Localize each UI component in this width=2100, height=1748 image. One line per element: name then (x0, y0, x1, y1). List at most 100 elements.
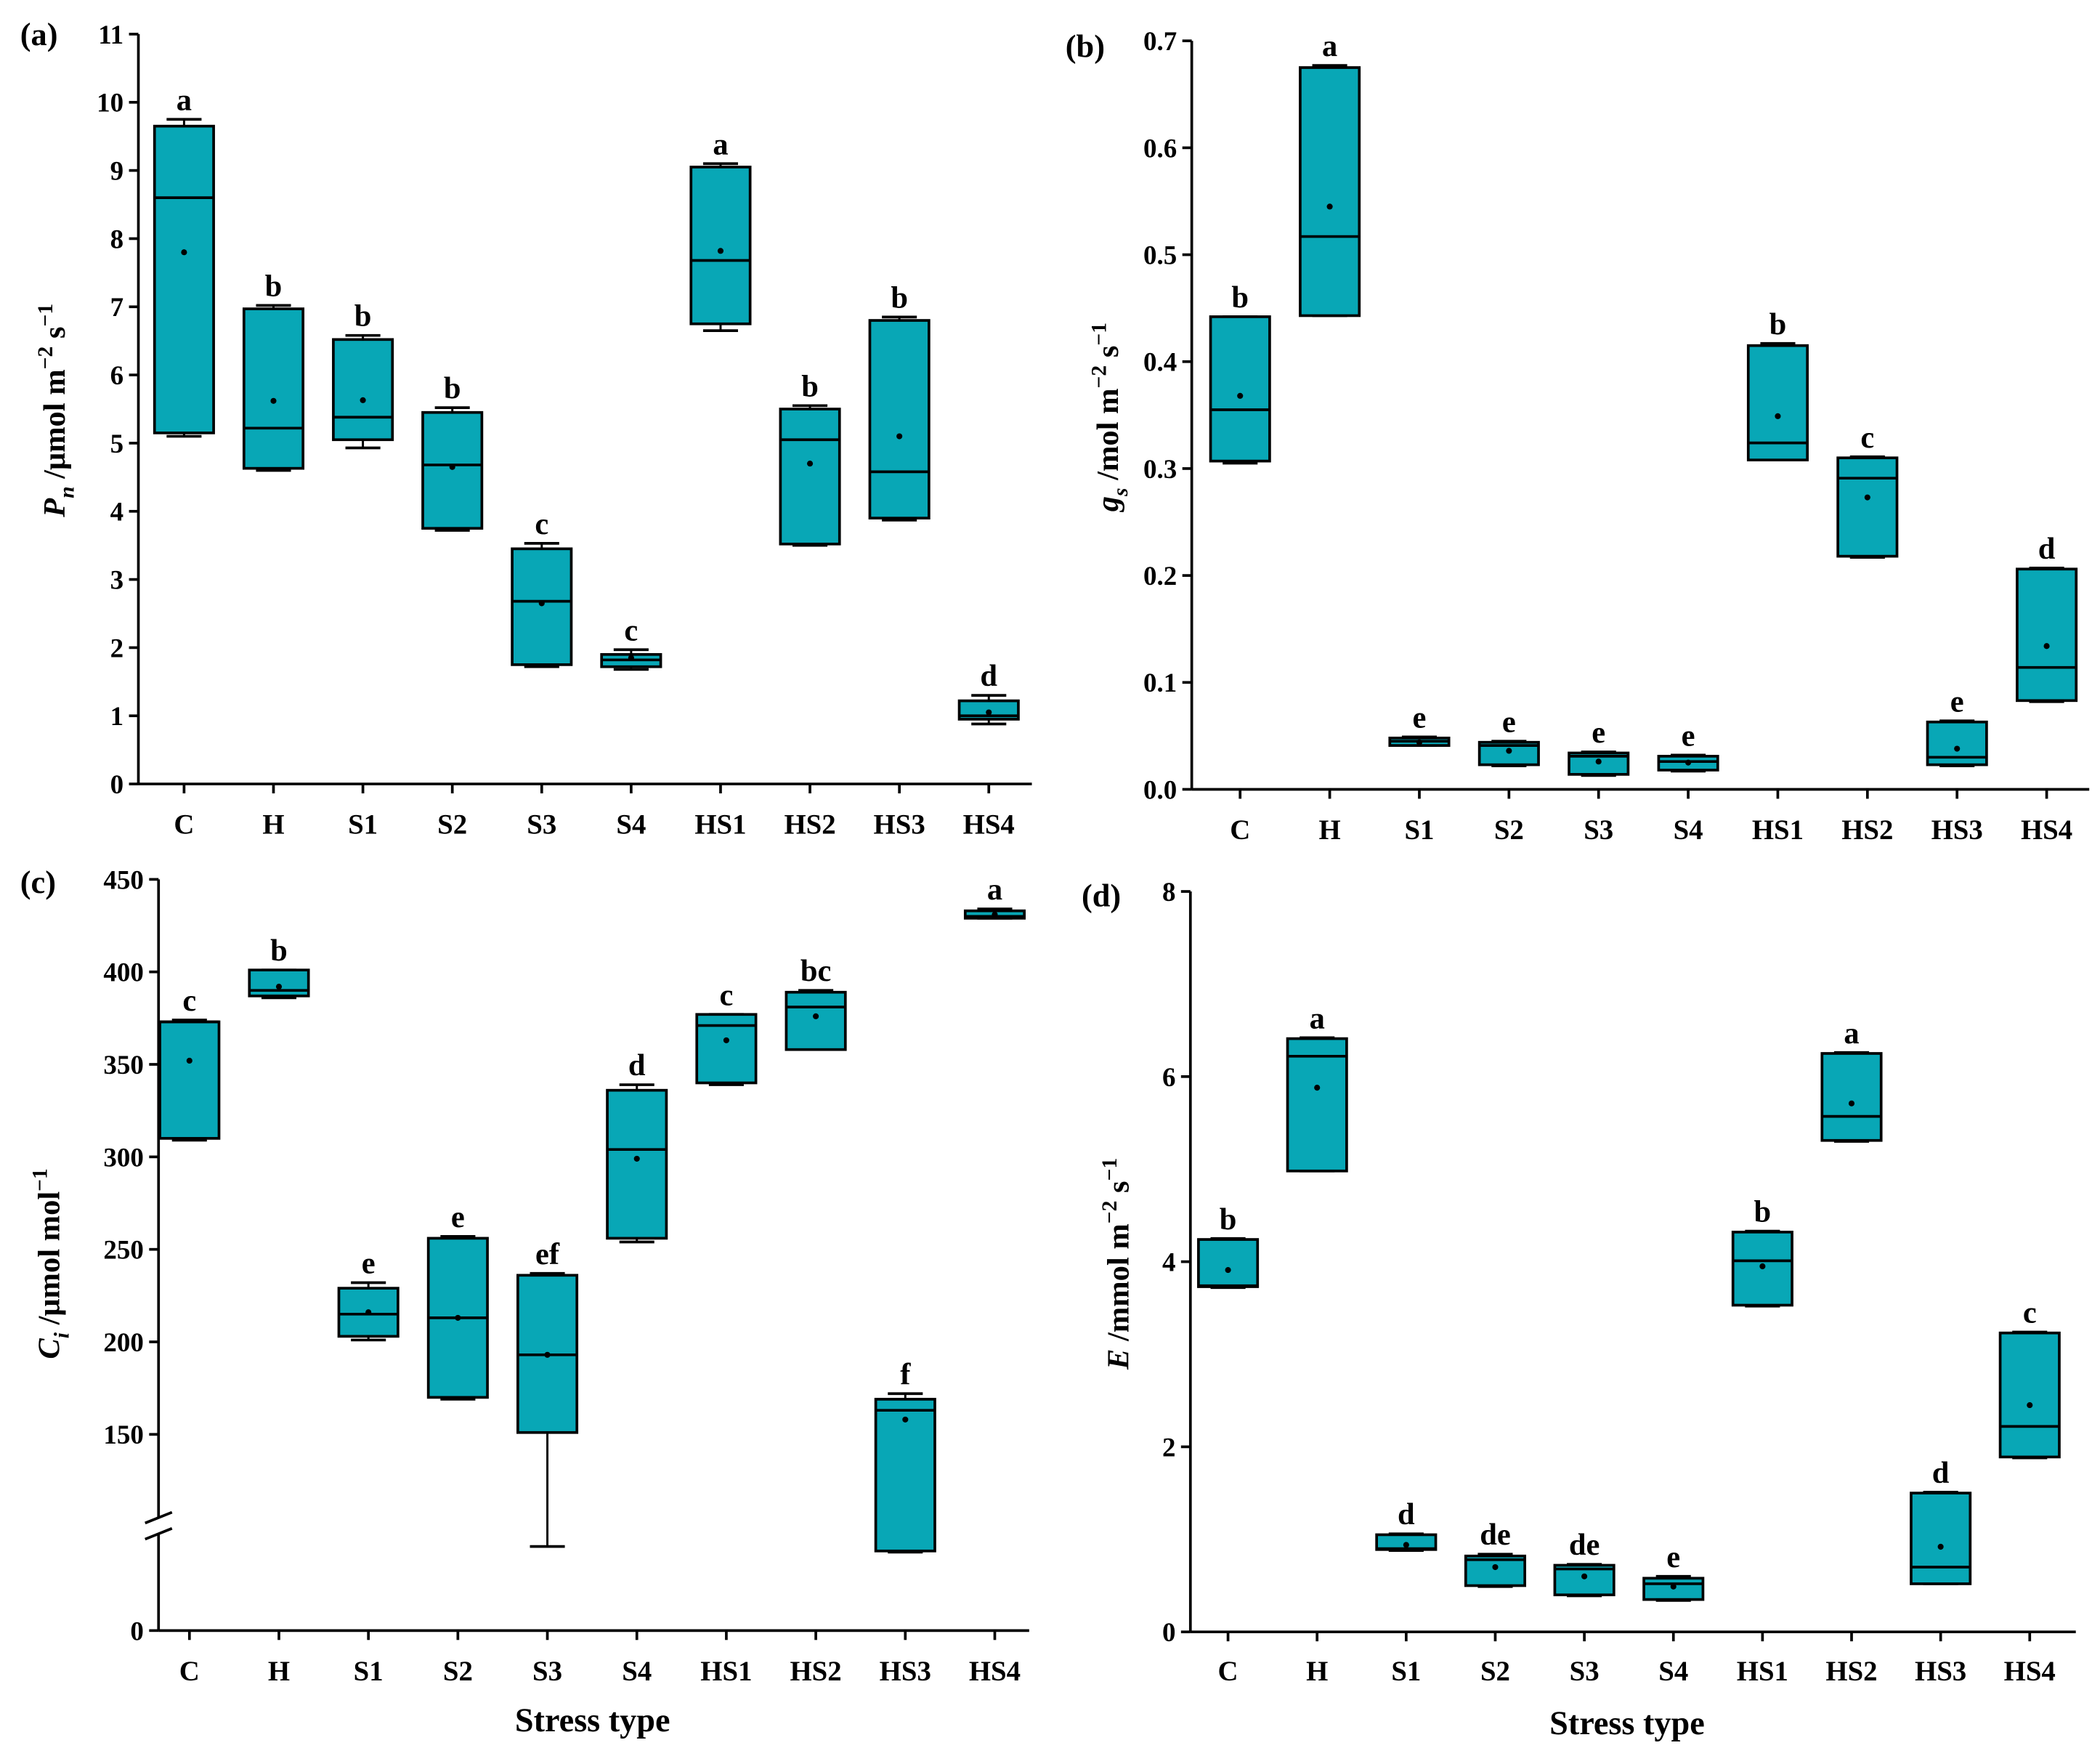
x-tick-label: S2 (1494, 814, 1524, 846)
y-tick-label: 200 (103, 1328, 143, 1358)
mean-point (1225, 1267, 1231, 1274)
x-tick-label: S4 (616, 809, 646, 841)
significance-letter: de (1569, 1528, 1600, 1562)
iqr-box (1197, 1238, 1260, 1288)
y-tick-label: 3 (110, 566, 124, 596)
y-tick-label: 350 (103, 1051, 143, 1080)
x-tick-label: HS2 (1825, 1656, 1877, 1687)
x-tick-label: HS3 (880, 1656, 931, 1687)
mean-point (365, 1309, 372, 1316)
significance-letter: e (1413, 700, 1427, 735)
box-S1: e (1388, 700, 1451, 747)
significance-letter: b (1769, 307, 1787, 341)
y-axis-title-part: P (38, 498, 72, 518)
y-axis-title-part: −1 (1098, 1158, 1122, 1181)
y-tick-label: 0 (130, 1617, 144, 1646)
significance-letter: ef (535, 1237, 560, 1271)
x-tick-label: HS4 (963, 809, 1015, 841)
significance-letter: a (987, 873, 1002, 907)
x-tick-label: S1 (1391, 1656, 1421, 1687)
y-axis-title-part: /mol m (1091, 388, 1125, 487)
box-S3: de (1553, 1528, 1615, 1598)
iqr-box (158, 1020, 221, 1140)
x-tick-label: S3 (1570, 1656, 1600, 1687)
iqr-box (242, 307, 305, 470)
iqr-box (1910, 1492, 1972, 1585)
x-tick-label: C (1230, 814, 1250, 846)
significance-letter: c (2023, 1295, 2037, 1330)
x-tick-label: HS3 (1915, 1656, 1966, 1687)
iqr-box (689, 166, 752, 325)
y-axis-title-part: s (38, 326, 72, 346)
x-tick-label: S1 (348, 809, 378, 841)
box-HS4: c (1998, 1295, 2061, 1460)
y-axis-title-part: /mmol m (1102, 1223, 1136, 1348)
box-HS2: c (1836, 421, 1899, 559)
significance-letter: c (719, 978, 733, 1012)
y-axis-title-part: g (1091, 496, 1125, 512)
iqr-box (868, 319, 931, 519)
iqr-box (332, 338, 394, 442)
x-tick-label: HS4 (969, 1656, 1021, 1687)
y-tick-label: 7 (110, 293, 124, 323)
x-tick-label: S2 (1480, 1656, 1510, 1687)
significance-letter: a (1310, 1001, 1325, 1035)
mean-point (2027, 1402, 2033, 1409)
box-S2: b (421, 371, 484, 532)
mean-point (2043, 643, 2050, 650)
box-HS2: b (779, 369, 841, 547)
y-tick-label: 0.4 (1143, 348, 1177, 378)
x-axis-title: Stress type (1549, 1705, 1705, 1742)
y-tick-label: 400 (103, 958, 143, 988)
mean-point (1685, 759, 1692, 766)
y-axis-title-part: −1 (29, 1168, 52, 1191)
y-axis-title-part: /μmol m (38, 369, 72, 486)
iqr-box (1286, 1037, 1348, 1173)
significance-letter: b (265, 269, 283, 303)
y-tick-label: 0.1 (1143, 668, 1177, 698)
y-axis-title-part: −2 (1098, 1201, 1122, 1224)
axis-break-mark (145, 1510, 173, 1525)
mean-point (902, 1416, 909, 1423)
significance-letter: e (362, 1247, 376, 1281)
iqr-box (606, 1088, 668, 1240)
y-tick-label: 0.3 (1143, 455, 1177, 485)
mean-point (1326, 203, 1333, 210)
box-S1: d (1375, 1497, 1438, 1552)
mean-point (1581, 1573, 1588, 1579)
significance-letter: de (1480, 1518, 1511, 1552)
box-S3: e (1568, 716, 1630, 777)
significance-letter: c (624, 613, 638, 647)
axis-break-mark (145, 1527, 173, 1541)
y-axis-title-part: C (32, 1338, 66, 1359)
mean-point (538, 600, 545, 607)
mean-point (806, 461, 814, 467)
x-tick-label: S3 (527, 809, 556, 841)
x-tick-label: S4 (1658, 1656, 1688, 1687)
y-tick-label: 150 (103, 1420, 143, 1450)
x-tick-label: HS2 (790, 1656, 841, 1687)
significance-letter: bc (800, 954, 832, 988)
significance-letter: c (182, 984, 196, 1018)
mean-point (360, 397, 366, 403)
box-HS4: a (963, 873, 1026, 920)
mean-point (1506, 748, 1512, 754)
y-tick-label: 6 (110, 361, 124, 391)
significance-letter: d (980, 659, 997, 693)
x-tick-label: HS4 (2021, 814, 2072, 846)
box-HS1: a (689, 127, 752, 332)
box-HS1: b (1746, 307, 1809, 462)
box-H: a (1299, 29, 1361, 317)
box-S1: b (332, 299, 394, 450)
box-C: b (1209, 280, 1271, 465)
box-S3: ef (516, 1237, 579, 1548)
box-S1: e (337, 1247, 400, 1342)
iqr-box (1209, 315, 1271, 463)
y-tick-label: 0.2 (1143, 562, 1177, 591)
significance-letter: b (354, 299, 372, 333)
iqr-box (248, 968, 310, 998)
x-tick-label: S4 (1674, 814, 1703, 846)
mean-point (1595, 758, 1602, 765)
x-tick-label: HS3 (1931, 814, 1983, 846)
